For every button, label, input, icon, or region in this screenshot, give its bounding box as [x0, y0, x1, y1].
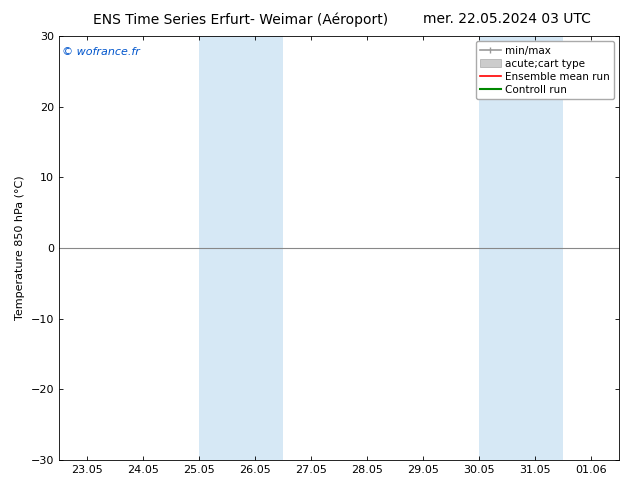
Bar — [479, 36, 563, 460]
Text: mer. 22.05.2024 03 UTC: mer. 22.05.2024 03 UTC — [424, 12, 591, 26]
Text: © wofrance.fr: © wofrance.fr — [61, 47, 139, 57]
Text: ENS Time Series Erfurt- Weimar (Aéroport): ENS Time Series Erfurt- Weimar (Aéroport… — [93, 12, 389, 27]
Bar — [199, 36, 283, 460]
Y-axis label: Temperature 850 hPa (°C): Temperature 850 hPa (°C) — [15, 176, 25, 320]
Legend: min/max, acute;cart type, Ensemble mean run, Controll run: min/max, acute;cart type, Ensemble mean … — [476, 41, 614, 99]
